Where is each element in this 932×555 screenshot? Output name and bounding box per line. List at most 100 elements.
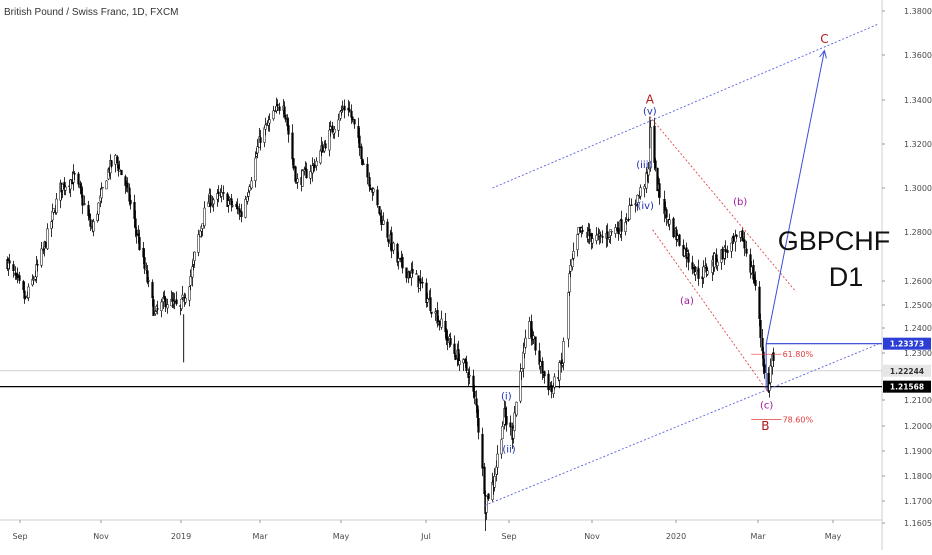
candle-body — [543, 371, 546, 377]
y-tick-label: 1.16050 — [904, 519, 932, 528]
candle-body — [156, 308, 159, 310]
candle-body — [624, 222, 627, 232]
candle-body — [505, 416, 508, 425]
y-tick-label: 1.30000 — [904, 184, 932, 193]
candle-body — [509, 422, 512, 428]
candle-body — [240, 211, 243, 217]
candle-body — [392, 242, 395, 251]
x-tick-label: 2020 — [666, 532, 686, 541]
candle-body — [576, 234, 579, 250]
candle-body — [247, 192, 250, 197]
wave-label: (c) — [760, 400, 773, 411]
candle-body — [92, 221, 95, 232]
candle-body — [562, 341, 565, 364]
candle-body — [458, 360, 461, 366]
candle-body — [343, 105, 346, 111]
y-tick-label: 1.26000 — [904, 277, 932, 286]
candle-body — [283, 106, 286, 115]
candle-body — [672, 218, 675, 237]
candle-body — [372, 188, 375, 193]
price-tag — [883, 337, 931, 350]
y-tick-label: 1.34000 — [904, 96, 932, 105]
candle-body — [110, 160, 113, 167]
candle-body — [138, 237, 141, 250]
candle-body — [769, 365, 772, 383]
wave-label: (ii) — [502, 444, 515, 455]
candle-body — [473, 390, 476, 398]
candle-body — [386, 221, 389, 238]
candle-body — [462, 359, 465, 364]
candle-body — [337, 119, 340, 131]
candle-body — [446, 337, 449, 341]
wave-label: (i) — [501, 392, 512, 403]
candle-body — [487, 493, 490, 499]
wave-label: (iii) — [636, 160, 652, 171]
candle-body — [477, 418, 480, 433]
candle-body — [625, 219, 628, 222]
candle-body — [601, 236, 604, 238]
candle-body — [321, 145, 324, 153]
candle-body — [513, 412, 516, 431]
candle-body — [599, 234, 602, 236]
symbol-text: GBPCHF — [778, 226, 891, 256]
candle-body — [143, 257, 146, 269]
candle-body — [360, 146, 363, 160]
candle-body — [61, 183, 64, 191]
wave-label: (v) — [643, 106, 657, 117]
candle-body — [228, 198, 231, 200]
candle-body — [380, 215, 383, 226]
y-tick-label: 1.17000 — [904, 497, 932, 506]
candle-body — [743, 239, 746, 249]
candle-body — [376, 189, 379, 206]
candle-body — [532, 335, 535, 340]
candle-body — [628, 205, 631, 220]
candle-body — [173, 301, 176, 303]
y-tick-label: 1.19000 — [904, 447, 932, 456]
candle-body — [212, 199, 215, 205]
candle-body — [588, 228, 591, 237]
candle-body — [647, 168, 650, 176]
x-tick-label: Nov — [93, 532, 109, 541]
price-tag-label: 1.22244 — [890, 367, 924, 376]
candle-body — [351, 116, 354, 120]
wave-label: A — [646, 92, 655, 106]
candle-body — [501, 426, 504, 439]
x-tick-label: Sep — [12, 532, 27, 541]
candle-body — [64, 186, 67, 191]
price-tag — [883, 380, 931, 393]
candle-body — [434, 311, 437, 314]
candle-body — [591, 238, 594, 244]
y-tick-label: 1.36000 — [904, 51, 932, 60]
candle-body — [665, 209, 668, 218]
candle-body — [397, 258, 400, 262]
candle-body — [69, 179, 72, 190]
candle-body — [201, 223, 204, 229]
candle-body — [52, 207, 55, 213]
candle-body — [151, 282, 154, 299]
candle-body — [415, 273, 418, 275]
candle-body — [524, 337, 527, 348]
candle-body — [287, 125, 290, 135]
candle-body — [567, 292, 570, 340]
candle-body — [8, 260, 11, 264]
candle-body — [366, 163, 369, 178]
candle-body — [419, 278, 422, 284]
candle-body — [81, 194, 84, 206]
fib-label: 78.60% — [783, 416, 814, 425]
candle-body — [411, 269, 414, 274]
candle-body — [515, 401, 518, 416]
candle-body — [272, 110, 275, 120]
candle-body — [430, 311, 433, 314]
candle-body — [761, 337, 764, 352]
candle-body — [353, 119, 356, 125]
price-tag — [883, 364, 931, 377]
candle-body — [539, 361, 542, 367]
candle-body — [184, 297, 187, 303]
candle-body — [678, 234, 681, 246]
candle-body — [658, 183, 661, 198]
candle-body — [44, 242, 47, 248]
candle-body — [83, 203, 86, 205]
candle-body — [256, 146, 259, 154]
